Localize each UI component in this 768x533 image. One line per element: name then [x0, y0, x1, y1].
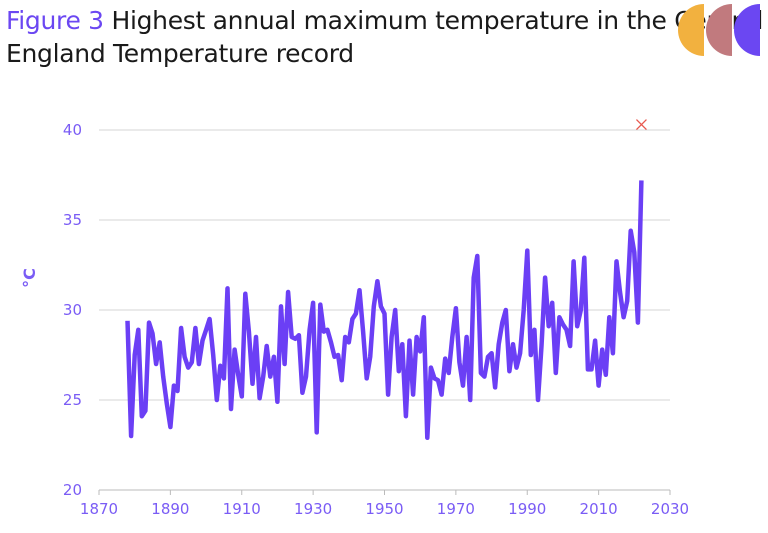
y-tick-label: 25 — [63, 391, 82, 409]
marker-stroke — [635, 119, 647, 131]
x-tick-label: 1950 — [365, 500, 403, 518]
title-text: Highest annual maximum temperature in th… — [6, 6, 764, 68]
series-line — [125, 180, 644, 441]
y-tick-label: 35 — [63, 211, 82, 229]
y-tick-label: 40 — [63, 121, 82, 139]
x-tick-label: 1870 — [80, 500, 118, 518]
x-tick-label: 2030 — [651, 500, 689, 518]
logo-half-circle — [678, 4, 704, 56]
y-tick-label: 20 — [63, 481, 82, 499]
x-tick-label: 1910 — [223, 500, 261, 518]
chart-title: Figure 3 Highest annual maximum temperat… — [6, 4, 768, 70]
record-marker — [635, 119, 647, 131]
logo-half-circle — [734, 4, 760, 56]
figure-label: Figure 3 — [6, 6, 104, 35]
y-tick-label: 30 — [63, 301, 82, 319]
gridlines — [98, 129, 671, 495]
x-tick-label: 1970 — [437, 500, 475, 518]
y-axis-label: °C — [20, 268, 39, 288]
x-tick-label: 2010 — [580, 500, 618, 518]
logo — [678, 4, 760, 56]
x-tick-label: 1890 — [151, 500, 189, 518]
tick-labels: 20 25 30 35 40 1870 1890 1910 1930 1950 1970 1990 20… — [63, 121, 689, 518]
x-tick-label: 1990 — [508, 500, 546, 518]
logo-half-circle — [706, 4, 732, 56]
x-tick-label: 1930 — [294, 500, 332, 518]
